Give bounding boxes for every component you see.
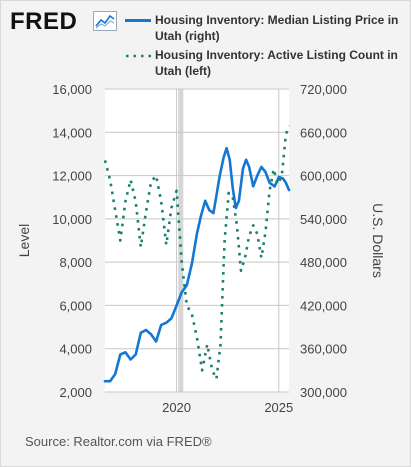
y-tick-left: 10,000 (52, 212, 92, 227)
y-tick-right: 300,000 (300, 385, 347, 400)
y-tick-left: 12,000 (52, 169, 92, 184)
y-tick-right: 600,000 (300, 169, 347, 184)
legend-label-price: Housing Inventory: Median Listing Price … (155, 13, 399, 43)
y-tick-right: 720,000 (300, 82, 347, 97)
y-tick-right: 540,000 (300, 212, 347, 227)
legend-swatch-price (125, 19, 151, 22)
y-tick-left: 8,000 (59, 255, 92, 270)
y-tick-left: 16,000 (52, 82, 92, 97)
y-tick-right: 360,000 (300, 342, 347, 357)
y-tick-right: 420,000 (300, 298, 347, 313)
y-axis-right-label: U.S. Dollars (370, 203, 386, 278)
source-note: Source: Realtor.com via FRED® (25, 434, 212, 449)
y-axis-left-label: Level (16, 224, 32, 257)
y-tick-left: 14,000 (52, 125, 92, 140)
y-tick-left: 4,000 (59, 342, 92, 357)
recession-shading (178, 89, 184, 392)
chart-plot: 2,000 300,000 4,000 360,000 6,000 420,000 8,00… (16, 82, 386, 415)
y-tick-right: 660,000 (300, 125, 347, 140)
y-tick-right: 480,000 (300, 255, 347, 270)
legend-label-count: Housing Inventory: Active Listing Count … (155, 48, 398, 78)
chart-logo-icon (93, 11, 117, 31)
x-tick: 2025 (264, 400, 293, 415)
x-tick: 2020 (162, 400, 191, 415)
y-tick-left: 2,000 (59, 385, 92, 400)
series-line-median-listing-price (103, 146, 291, 383)
y-tick-left: 6,000 (59, 298, 92, 313)
fred-logo[interactable]: FRED (10, 8, 78, 35)
